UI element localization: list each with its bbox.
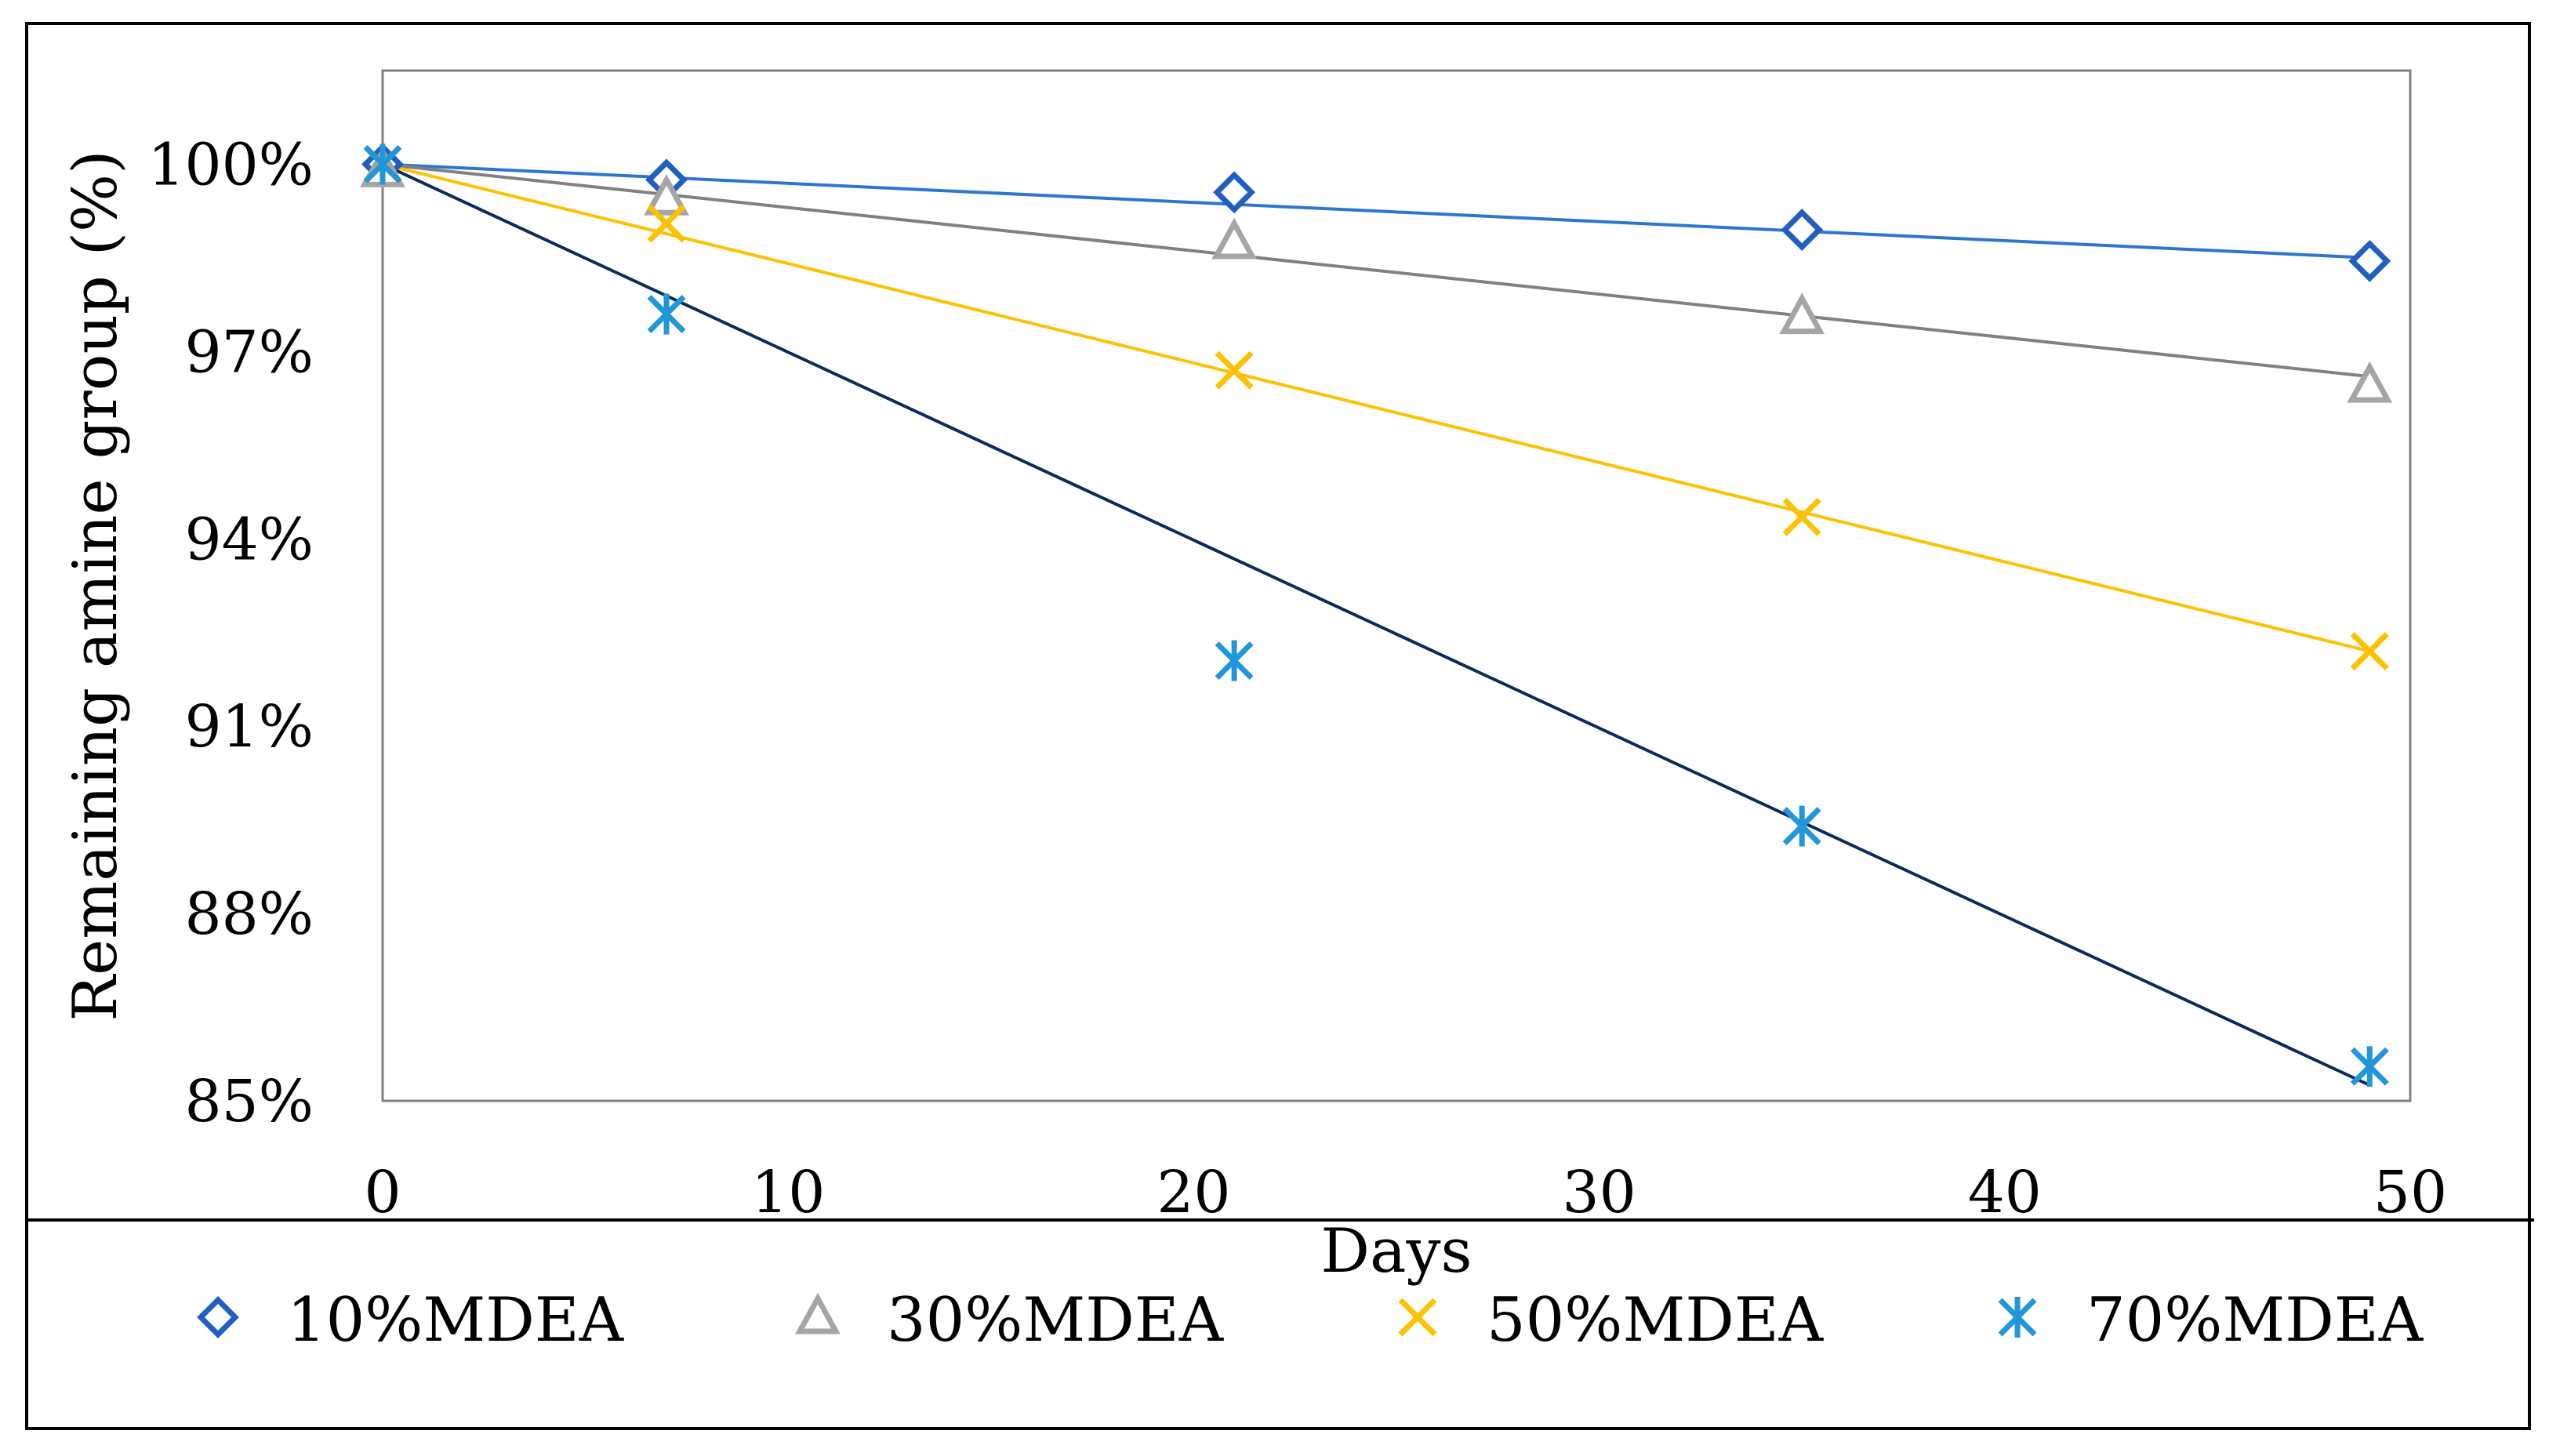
data-point-70mdea: [363, 143, 402, 185]
y-tick-label: 97%: [185, 318, 314, 386]
legend-marker: [1998, 1297, 2037, 1338]
data-point-10mdea: [1213, 171, 1256, 214]
y-tick-label: 100%: [147, 131, 314, 198]
data-point-30mdea: [2347, 361, 2393, 403]
x-tick-label: 50: [2373, 1159, 2447, 1226]
data-markers: [360, 143, 2393, 1087]
data-point-70mdea: [2350, 1046, 2389, 1087]
data-point-30mdea: [1779, 292, 1825, 335]
y-axis: 85% 88% 91% 94% 97% 100%: [147, 131, 314, 1135]
legend-marker: [197, 1296, 239, 1338]
trendline-70mdea: [382, 162, 2371, 1087]
data-point-10mdea: [1781, 209, 1824, 252]
x-axis: 0 10 20 30 40 50: [364, 1159, 2447, 1226]
y-tick-label: 91%: [185, 693, 314, 761]
legend-marker: [1398, 1298, 1437, 1337]
plot-frame: [381, 69, 2412, 1102]
y-tick-label: 88%: [185, 880, 314, 948]
legend-item: 70%MDEA: [1998, 1285, 2424, 1356]
trendline-30mdea: [382, 162, 2370, 379]
x-tick-label: 10: [751, 1159, 825, 1226]
data-point-30mdea: [1211, 217, 1258, 260]
legend-item: 30%MDEA: [795, 1285, 1225, 1356]
data-point-50mdea: [2350, 632, 2389, 671]
trendlines: [382, 162, 2371, 1087]
chart: 85% 88% 91% 94% 97% 100% 0 10 20 30 40 50 Days Rem…: [28, 69, 2534, 1356]
data-point-50mdea: [1782, 497, 1821, 536]
x-axis-title: Days: [1320, 1216, 1472, 1287]
x-tick-label: 0: [364, 1159, 401, 1226]
plot-area: [381, 69, 2412, 1102]
data-point-70mdea: [1215, 640, 1254, 681]
data-point-70mdea: [1782, 805, 1821, 847]
figure-frame: 85% 88% 91% 94% 97% 100% 0 10 20 30 40 50 Days Rem…: [25, 22, 2534, 1430]
y-axis-title: Remaining amine group (%): [60, 150, 131, 1021]
legend-marker: [795, 1292, 841, 1334]
legend-label: 10%MDEA: [287, 1285, 625, 1356]
data-point-70mdea: [647, 293, 686, 335]
data-point-30mdea: [644, 173, 689, 216]
legend: 10%MDEA 30%MDEA 50%MDEA 70%MDEA: [197, 1285, 2424, 1356]
trendline-10mdea: [382, 162, 2370, 260]
data-point-10mdea: [2348, 239, 2391, 282]
legend-item: 50%MDEA: [1398, 1285, 1825, 1356]
trendline-50mdea: [382, 162, 2370, 653]
x-tick-label: 30: [1563, 1159, 1636, 1226]
legend-label: 30%MDEA: [887, 1285, 1225, 1356]
x-tick-label: 40: [1968, 1159, 2042, 1226]
data-point-50mdea: [647, 204, 686, 243]
data-point-50mdea: [1215, 350, 1254, 390]
y-tick-label: 94%: [185, 506, 314, 573]
legend-label: 50%MDEA: [1487, 1285, 1825, 1356]
x-tick-label: 20: [1157, 1159, 1230, 1226]
legend-label: 70%MDEA: [2086, 1285, 2424, 1356]
y-tick-label: 85%: [185, 1068, 314, 1135]
legend-item: 10%MDEA: [197, 1285, 625, 1356]
